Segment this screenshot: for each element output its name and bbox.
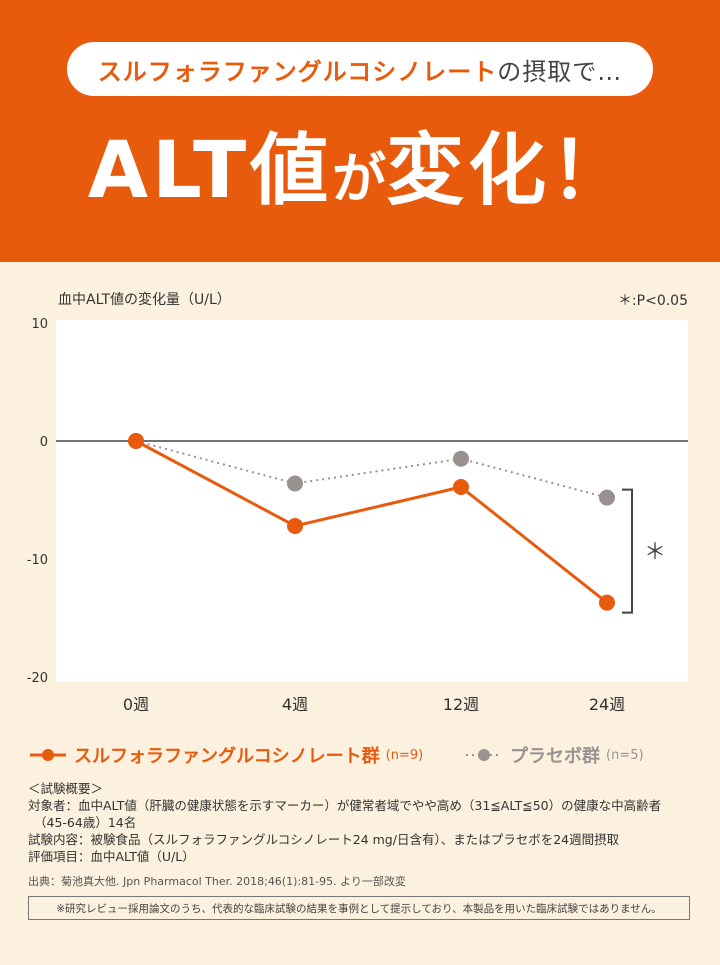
y-tick-label: 10 [31, 317, 48, 332]
x-tick-label: 12週 [443, 695, 479, 714]
significance-note: ＊:P<0.05 [617, 293, 688, 309]
headline-pill: スルフォラファングルコシノレート の摂取で… [67, 42, 653, 96]
legend-item-sulforaphane: スルフォラファングルコシノレート群 (n=9) [28, 742, 423, 768]
legend: スルフォラファングルコシノレート群 (n=9) プラセボ群 (n=5) [28, 742, 708, 774]
legend-swatch-sulforaphane [30, 749, 66, 761]
pill-rest: の摂取で… [497, 57, 623, 86]
x-tick-label: 4週 [282, 695, 308, 714]
data-point-sulforaphane [128, 433, 144, 449]
source-citation: 出典：菊池真大他. Jpn Pharmacol Ther. 2018;46(1)… [28, 875, 406, 888]
series-line-sulforaphane [135, 439, 608, 604]
data-point-sulforaphane [453, 479, 469, 496]
disclaimer-box: ※研究レビュー採用論文のうち、代表的な臨床試験の結果を事例として提示しており、本… [28, 896, 690, 920]
x-tick-label: 0週 [123, 695, 149, 714]
study-summary-title: ＜試験概要＞ [28, 781, 104, 796]
data-point-placebo [453, 450, 469, 467]
study-subjects: 対象者：血中ALT値（肝臓の健康状態を示すマーカー）が健常者域でやや高め（31≦… [28, 798, 662, 813]
headline-part1: ALT値 [87, 126, 333, 216]
header-banner: スルフォラファングルコシノレート の摂取で… ALT値が変化！ [0, 0, 720, 262]
study-content: 試験内容：被験食品（スルフォラファングルコシノレート24 mg/日含有）、または… [28, 832, 620, 847]
y-tick-label: 0 [40, 435, 48, 450]
headline: ALT値が変化！ [0, 108, 720, 220]
study-endpoint: 評価項目：血中ALT値（U/L） [28, 849, 195, 864]
line-chart: 10 0 -10 -20 0週 4週 12週 24週 ＊ [27, 317, 688, 714]
legend-label-placebo: プラセボ群 [510, 746, 600, 767]
disclaimer-text: ※研究レビュー採用論文のうち、代表的な臨床試験の結果を事例として提示しており、本… [56, 902, 662, 915]
legend-swatch-placebo [466, 749, 502, 761]
y-tick-label: -20 [27, 671, 48, 686]
y-tick-label: -10 [27, 553, 48, 568]
legend-label-sulforaphane: スルフォラファングルコシノレート群 [74, 746, 380, 767]
legend-n-sulforaphane: (n=9) [385, 747, 424, 763]
legend-n-placebo: (n=5) [606, 747, 644, 763]
significance-asterisk: ＊ [644, 540, 666, 565]
study-subjects-cont: （45-64歳）14名 [34, 815, 137, 830]
data-point-sulforaphane [287, 517, 303, 534]
plot-area [56, 320, 688, 682]
x-tick-label: 24週 [589, 695, 625, 714]
pill-highlight: スルフォラファングルコシノレート [97, 57, 498, 86]
data-point-placebo [599, 489, 615, 506]
study-summary: ＜試験概要＞ 対象者：血中ALT値（肝臓の健康状態を示すマーカー）が健常者域でや… [28, 780, 698, 865]
headline-part2: が [332, 147, 387, 210]
headline-part3: 変化！ [386, 126, 633, 216]
significance-bracket [622, 488, 633, 614]
data-point-placebo [287, 475, 303, 492]
y-axis-title: 血中ALT値の変化量（U/L） [58, 292, 231, 308]
data-point-sulforaphane [599, 594, 615, 611]
legend-item-placebo: プラセボ群 (n=5) [464, 742, 644, 768]
